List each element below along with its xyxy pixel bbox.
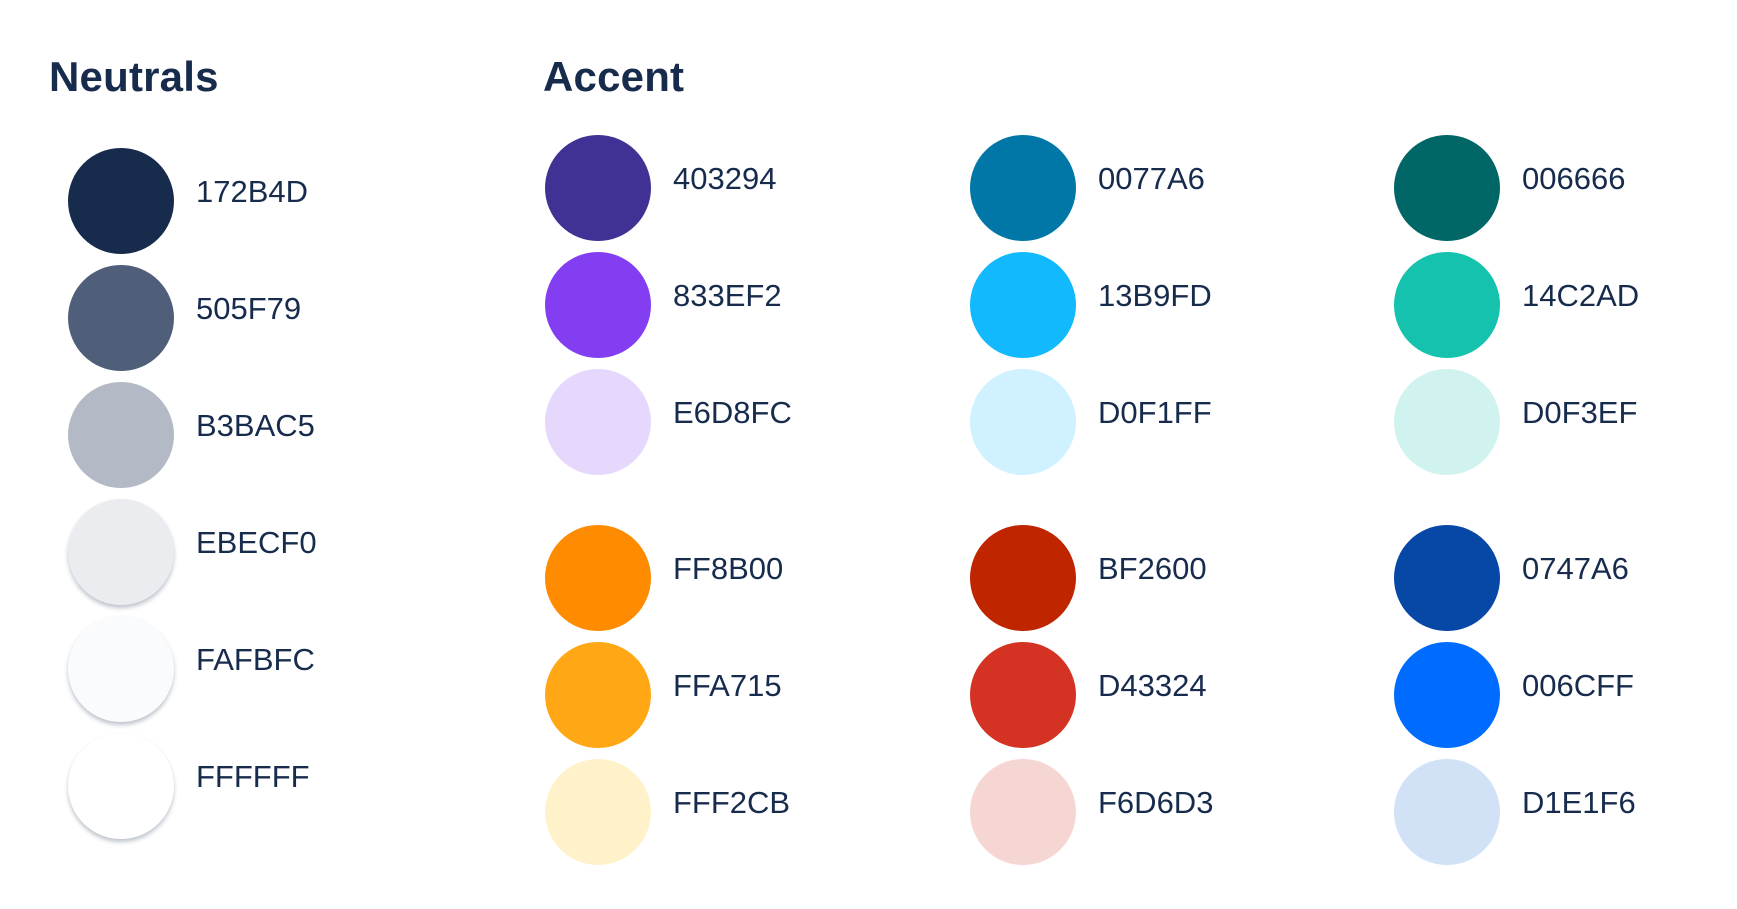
color-circle: [970, 759, 1076, 865]
accent-swatch: 0077A6: [970, 135, 1330, 245]
accent-swatch: 14C2AD: [1394, 252, 1737, 362]
color-circle: [545, 135, 651, 241]
hex-label: 14C2AD: [1522, 278, 1639, 314]
hex-label: FF8B00: [673, 551, 783, 587]
hex-label: FFA715: [673, 668, 782, 704]
hex-label: D0F3EF: [1522, 395, 1637, 431]
color-circle: [1394, 759, 1500, 865]
color-circle: [68, 382, 174, 488]
color-circle: [68, 499, 174, 605]
color-circle: [970, 135, 1076, 241]
color-circle: [545, 525, 651, 631]
hex-label: FAFBFC: [196, 642, 315, 678]
color-circle: [68, 265, 174, 371]
color-circle: [1394, 369, 1500, 475]
neutral-swatch: 172B4D: [68, 148, 428, 258]
color-circle: [68, 148, 174, 254]
hex-label: D1E1F6: [1522, 785, 1636, 821]
hex-label: E6D8FC: [673, 395, 792, 431]
neutral-swatch: FAFBFC: [68, 616, 428, 726]
hex-label: F6D6D3: [1098, 785, 1213, 821]
color-circle: [1394, 525, 1500, 631]
neutral-swatch: 505F79: [68, 265, 428, 375]
hex-label: EBECF0: [196, 525, 317, 561]
color-circle: [970, 369, 1076, 475]
accent-swatch: 0747A6: [1394, 525, 1737, 635]
hex-label: 0747A6: [1522, 551, 1629, 587]
neutral-swatch: FFFFFF: [68, 733, 428, 843]
color-circle: [1394, 135, 1500, 241]
hex-label: 505F79: [196, 291, 301, 327]
color-circle: [1394, 642, 1500, 748]
accent-swatch: D0F1FF: [970, 369, 1330, 479]
hex-label: 833EF2: [673, 278, 782, 314]
accent-swatch: 833EF2: [545, 252, 905, 362]
accent-heading: Accent: [543, 52, 684, 102]
color-circle: [970, 642, 1076, 748]
hex-label: FFFFFF: [196, 759, 310, 795]
accent-swatch: 006666: [1394, 135, 1737, 245]
color-circle: [68, 616, 174, 722]
neutrals-heading: Neutrals: [49, 52, 219, 102]
hex-label: 006CFF: [1522, 668, 1634, 704]
accent-swatch: 403294: [545, 135, 905, 245]
hex-label: 0077A6: [1098, 161, 1205, 197]
color-circle: [68, 733, 174, 839]
accent-swatch: FF8B00: [545, 525, 905, 635]
color-circle: [970, 252, 1076, 358]
hex-label: D0F1FF: [1098, 395, 1212, 431]
hex-label: D43324: [1098, 668, 1207, 704]
color-circle: [545, 759, 651, 865]
hex-label: B3BAC5: [196, 408, 315, 444]
accent-swatch: BF2600: [970, 525, 1330, 635]
neutral-swatch: EBECF0: [68, 499, 428, 609]
color-circle: [970, 525, 1076, 631]
neutral-swatch: B3BAC5: [68, 382, 428, 492]
hex-label: 172B4D: [196, 174, 308, 210]
accent-swatch: 006CFF: [1394, 642, 1737, 752]
accent-swatch: D0F3EF: [1394, 369, 1737, 479]
hex-label: FFF2CB: [673, 785, 790, 821]
hex-label: 006666: [1522, 161, 1625, 197]
color-circle: [545, 252, 651, 358]
accent-swatch: 13B9FD: [970, 252, 1330, 362]
accent-swatch: E6D8FC: [545, 369, 905, 479]
hex-label: BF2600: [1098, 551, 1207, 587]
hex-label: 13B9FD: [1098, 278, 1212, 314]
color-circle: [545, 642, 651, 748]
accent-swatch: FFF2CB: [545, 759, 905, 869]
accent-swatch: D43324: [970, 642, 1330, 752]
accent-swatch: FFA715: [545, 642, 905, 752]
hex-label: 403294: [673, 161, 776, 197]
accent-swatch: D1E1F6: [1394, 759, 1737, 869]
accent-swatch: F6D6D3: [970, 759, 1330, 869]
color-circle: [545, 369, 651, 475]
color-circle: [1394, 252, 1500, 358]
